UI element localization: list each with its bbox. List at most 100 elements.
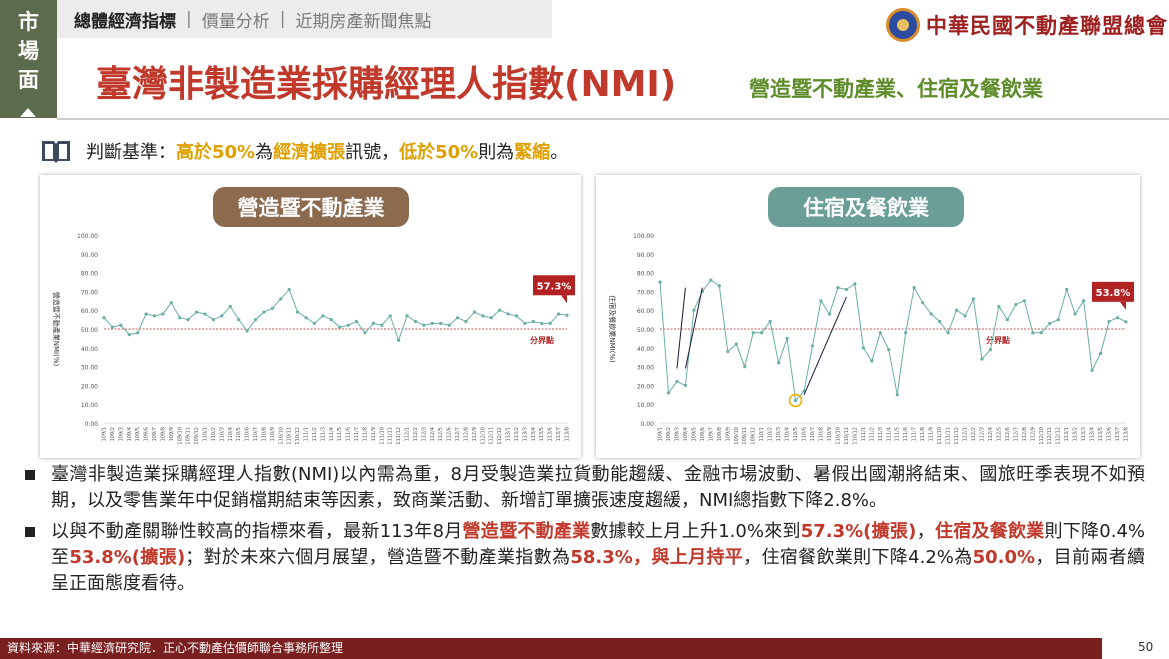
x-tick-label: 109/10 bbox=[177, 427, 183, 445]
callout-pointer bbox=[561, 295, 567, 304]
x-tick-label: 110/4 bbox=[228, 427, 234, 441]
y-axis-label: 營造暨不動產業NMI(%) bbox=[52, 292, 61, 367]
data-point bbox=[1082, 299, 1086, 303]
x-tick-label: 111/2 bbox=[312, 427, 318, 441]
x-tick-label: 109/12 bbox=[194, 427, 200, 445]
data-point bbox=[912, 286, 916, 290]
data-point bbox=[262, 310, 266, 314]
x-tick-label: 110/10 bbox=[835, 427, 841, 445]
x-tick-label: 110/4 bbox=[785, 427, 791, 441]
criteria-low: 低於50% bbox=[399, 142, 479, 163]
x-tick-label: 110/3 bbox=[776, 427, 782, 441]
x-tick-label: 110/3 bbox=[219, 427, 225, 441]
source-footer: 資料來源：中華經濟研究院．正心不動產估價師聯合事務所整理 bbox=[0, 638, 1102, 659]
y-tick-label: 100.00 bbox=[633, 233, 654, 240]
x-tick-label: 111/6 bbox=[903, 427, 909, 441]
x-tick-label: 112/10 bbox=[480, 427, 486, 445]
x-tick-label: 111/10 bbox=[937, 427, 943, 445]
bullet-item: 臺灣非製造業採購經理人指數(NMI)以內需為重，8月受製造業拉貨動能趨緩、金融市… bbox=[25, 462, 1145, 514]
last-value-callout bbox=[533, 275, 575, 296]
data-point bbox=[963, 314, 967, 318]
up-arrow-icon bbox=[20, 108, 36, 117]
x-tick-label: 112/11 bbox=[1047, 427, 1053, 445]
bullet-segment: 則下降0.4%至 bbox=[51, 521, 1146, 568]
y-tick-label: 80.00 bbox=[637, 271, 654, 278]
bullet-highlight: 57.3%(擴張) bbox=[800, 521, 917, 542]
bullet-segment: 數據較上月上升1.0%來到 bbox=[590, 521, 801, 542]
bullet-highlight: 53.8%(擴張) bbox=[69, 547, 186, 568]
x-tick-label: 110/2 bbox=[211, 427, 217, 441]
data-point bbox=[777, 361, 781, 365]
x-tick-label: 111/9 bbox=[929, 427, 935, 441]
data-point bbox=[152, 314, 157, 318]
data-point bbox=[186, 318, 190, 322]
data-point bbox=[514, 314, 519, 318]
data-point bbox=[338, 325, 342, 329]
callout-pointer bbox=[1120, 301, 1126, 310]
data-point bbox=[887, 348, 891, 352]
y-tick-label: 80.00 bbox=[81, 271, 98, 278]
x-tick-label: 112/7 bbox=[1013, 427, 1019, 441]
x-tick-label: 111/3 bbox=[320, 427, 326, 441]
bullet-segment: ，目前兩者續呈正面態度看待。 bbox=[51, 547, 1146, 594]
data-point bbox=[844, 287, 848, 292]
side-tab: 市場面 bbox=[0, 0, 57, 118]
x-tick-label: 110/1 bbox=[203, 427, 209, 441]
criteria-prefix: 判斷基準： bbox=[86, 142, 176, 163]
data-point bbox=[102, 316, 106, 320]
data-point bbox=[430, 321, 434, 325]
page-number: 50 bbox=[1138, 640, 1154, 654]
last-value-label: 53.8% bbox=[1096, 288, 1131, 299]
nav-item-macro[interactable]: 總體經濟指標 bbox=[74, 11, 176, 32]
data-point bbox=[371, 321, 375, 325]
y-tick-label: 10.00 bbox=[81, 402, 98, 409]
last-value-label: 57.3% bbox=[537, 281, 572, 292]
data-point bbox=[1124, 320, 1128, 324]
data-point bbox=[827, 312, 832, 316]
data-point bbox=[666, 391, 671, 395]
nav-item-news[interactable]: 近期房產新聞焦點 bbox=[295, 11, 432, 32]
data-point bbox=[1056, 318, 1060, 322]
data-point bbox=[997, 304, 1001, 309]
data-point bbox=[498, 308, 502, 312]
bullet-highlight: 住宿及餐飲業 bbox=[934, 521, 1045, 542]
x-tick-label: 113/3 bbox=[1081, 427, 1087, 441]
series-line bbox=[103, 288, 568, 342]
x-tick-label: 112/9 bbox=[472, 427, 478, 441]
y-tick-label: 90.00 bbox=[81, 252, 98, 259]
data-point bbox=[836, 286, 840, 290]
data-point bbox=[556, 312, 561, 316]
nav-item-price-volume[interactable]: 價量分析 bbox=[201, 11, 270, 32]
x-tick-label: 111/1 bbox=[304, 427, 310, 441]
data-point bbox=[980, 357, 984, 361]
x-tick-label: 109/8 bbox=[160, 427, 166, 441]
criteria-mid2: 訊號， bbox=[345, 142, 400, 163]
data-point bbox=[785, 336, 789, 340]
data-point bbox=[760, 331, 764, 335]
data-point bbox=[304, 316, 308, 320]
x-tick-label: 110/11 bbox=[844, 427, 850, 445]
data-point bbox=[380, 323, 384, 327]
data-point bbox=[853, 282, 857, 286]
y-tick-label: 50.00 bbox=[637, 327, 654, 334]
data-point bbox=[878, 331, 882, 335]
x-tick-label: 111/7 bbox=[912, 427, 918, 441]
x-tick-label: 110/10 bbox=[278, 427, 284, 445]
data-point bbox=[751, 331, 755, 335]
data-point bbox=[904, 331, 908, 335]
x-tick-label: 112/5 bbox=[996, 427, 1002, 441]
x-tick-label: 109/4 bbox=[127, 427, 133, 441]
data-point bbox=[565, 313, 569, 317]
data-point bbox=[439, 321, 443, 325]
y-tick-label: 40.00 bbox=[81, 346, 98, 353]
x-tick-label: 111/5 bbox=[895, 427, 901, 441]
data-point bbox=[346, 323, 350, 327]
data-point bbox=[675, 380, 679, 384]
x-tick-label: 112/4 bbox=[988, 427, 994, 441]
data-point bbox=[506, 312, 510, 316]
x-tick-label: 110/7 bbox=[253, 427, 259, 441]
x-tick-label: 113/6 bbox=[1107, 427, 1113, 441]
y-tick-label: 40.00 bbox=[637, 346, 654, 353]
data-point bbox=[929, 312, 933, 316]
data-point bbox=[489, 316, 493, 320]
